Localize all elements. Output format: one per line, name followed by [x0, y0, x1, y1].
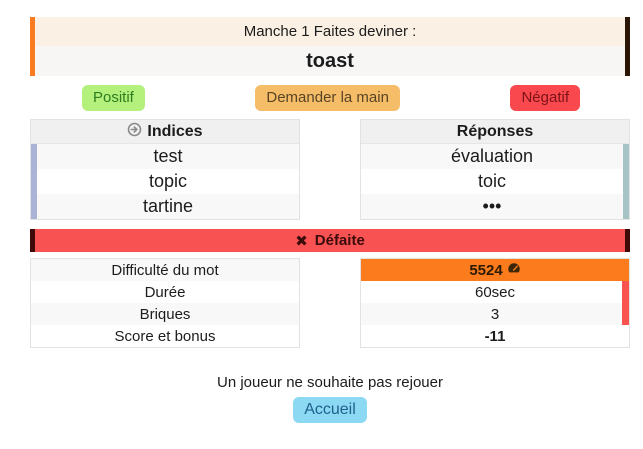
duration-value: 60sec	[474, 283, 516, 301]
stat-label: Score et bonus	[114, 327, 216, 345]
game-round-page: Manche 1 Faites deviner : toast Positif …	[0, 17, 643, 449]
round-header: Manche 1 Faites deviner : toast	[30, 17, 630, 76]
clues-answers-section: Indices test topic tartine Réponses éval…	[30, 119, 630, 220]
answers-title: Réponses	[456, 122, 534, 140]
clues-panel: Indices test topic tartine	[30, 119, 300, 220]
answers-panel: Réponses évaluation toic •••	[360, 119, 630, 220]
action-buttons-row: Positif Demander la main Négatif	[82, 84, 580, 111]
answer-item: évaluation	[361, 144, 623, 169]
stat-label: Briques	[31, 303, 299, 325]
negative-button[interactable]: Négatif	[510, 84, 580, 111]
score-value: -11	[484, 327, 506, 345]
clues-title: Indices	[147, 122, 203, 140]
tachometer-icon	[507, 262, 521, 279]
difficulty-value: 5524	[469, 261, 503, 279]
clue-item: test	[37, 144, 299, 169]
answer-item: toic	[477, 171, 506, 191]
main-content: Manche 1 Faites deviner : toast Positif …	[30, 17, 630, 423]
footer: Un joueur ne souhaite pas rejouer Accuei…	[30, 374, 630, 423]
red-accent-strip	[622, 281, 629, 325]
stats-labels-panel: Difficulté du mot Durée Briques Score et…	[30, 258, 300, 348]
circled-right-arrow-icon	[127, 122, 142, 142]
home-button[interactable]: Accueil	[293, 397, 367, 423]
defeat-banner: ✖ Défaite	[30, 229, 630, 252]
bricks-value: 3	[361, 303, 629, 325]
stats-section: Difficulté du mot Durée Briques Score et…	[30, 258, 630, 348]
footer-message: Un joueur ne souhaite pas rejouer	[217, 374, 443, 391]
cross-icon: ✖	[295, 232, 308, 250]
clues-header: Indices	[31, 120, 299, 144]
stat-label: Difficulté du mot	[31, 259, 299, 281]
difficulty-value-row: 5524	[361, 259, 629, 281]
stat-label: Durée	[144, 283, 186, 301]
request-hand-button[interactable]: Demander la main	[255, 84, 400, 111]
positive-button[interactable]: Positif	[82, 84, 145, 111]
clues-list: test topic tartine	[31, 144, 299, 219]
stats-values-panel: 5524 60sec 3 -11	[360, 258, 630, 348]
defeat-label: Défaite	[314, 232, 365, 249]
clue-item: tartine	[37, 194, 299, 219]
word-to-guess: toast	[35, 46, 625, 76]
answers-header: Réponses	[361, 120, 629, 144]
clue-item: topic	[148, 171, 188, 191]
round-label: Manche 1 Faites deviner :	[35, 17, 625, 46]
answers-list: évaluation toic •••	[361, 144, 629, 219]
answer-item: •••	[361, 194, 623, 219]
